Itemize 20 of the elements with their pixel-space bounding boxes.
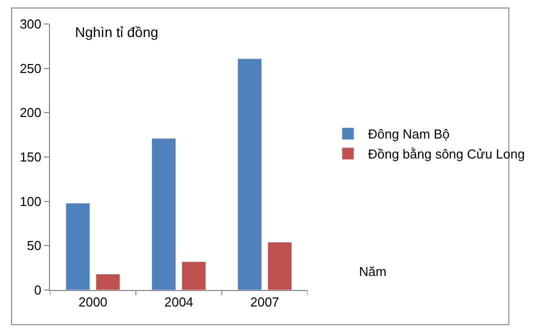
bar [267,242,292,290]
x-axis-title: Năm [359,264,386,279]
y-tick-label: 250 [20,60,42,76]
x-tick-label: 2000 [78,294,108,310]
x-tick-label: 2007 [250,294,280,310]
legend-label: Đồng bằng sông Cửu Long [368,146,525,162]
y-tick-label: 300 [20,16,42,32]
bar [237,58,262,290]
y-tick-label: 200 [20,105,42,120]
bar [152,138,176,290]
y-tick-label: 150 [20,150,42,165]
x-tick-label: 2004 [164,294,194,310]
y-tick-label: 0 [34,282,42,298]
y-axis-title: Nghìn tỉ đồng [75,24,158,40]
bar [66,202,90,290]
bar [182,261,206,290]
legend-label: Đông Nam Bộ [368,126,450,142]
y-tick-label: 50 [26,238,42,254]
bar [96,274,120,290]
y-tick-label: 100 [20,194,42,209]
